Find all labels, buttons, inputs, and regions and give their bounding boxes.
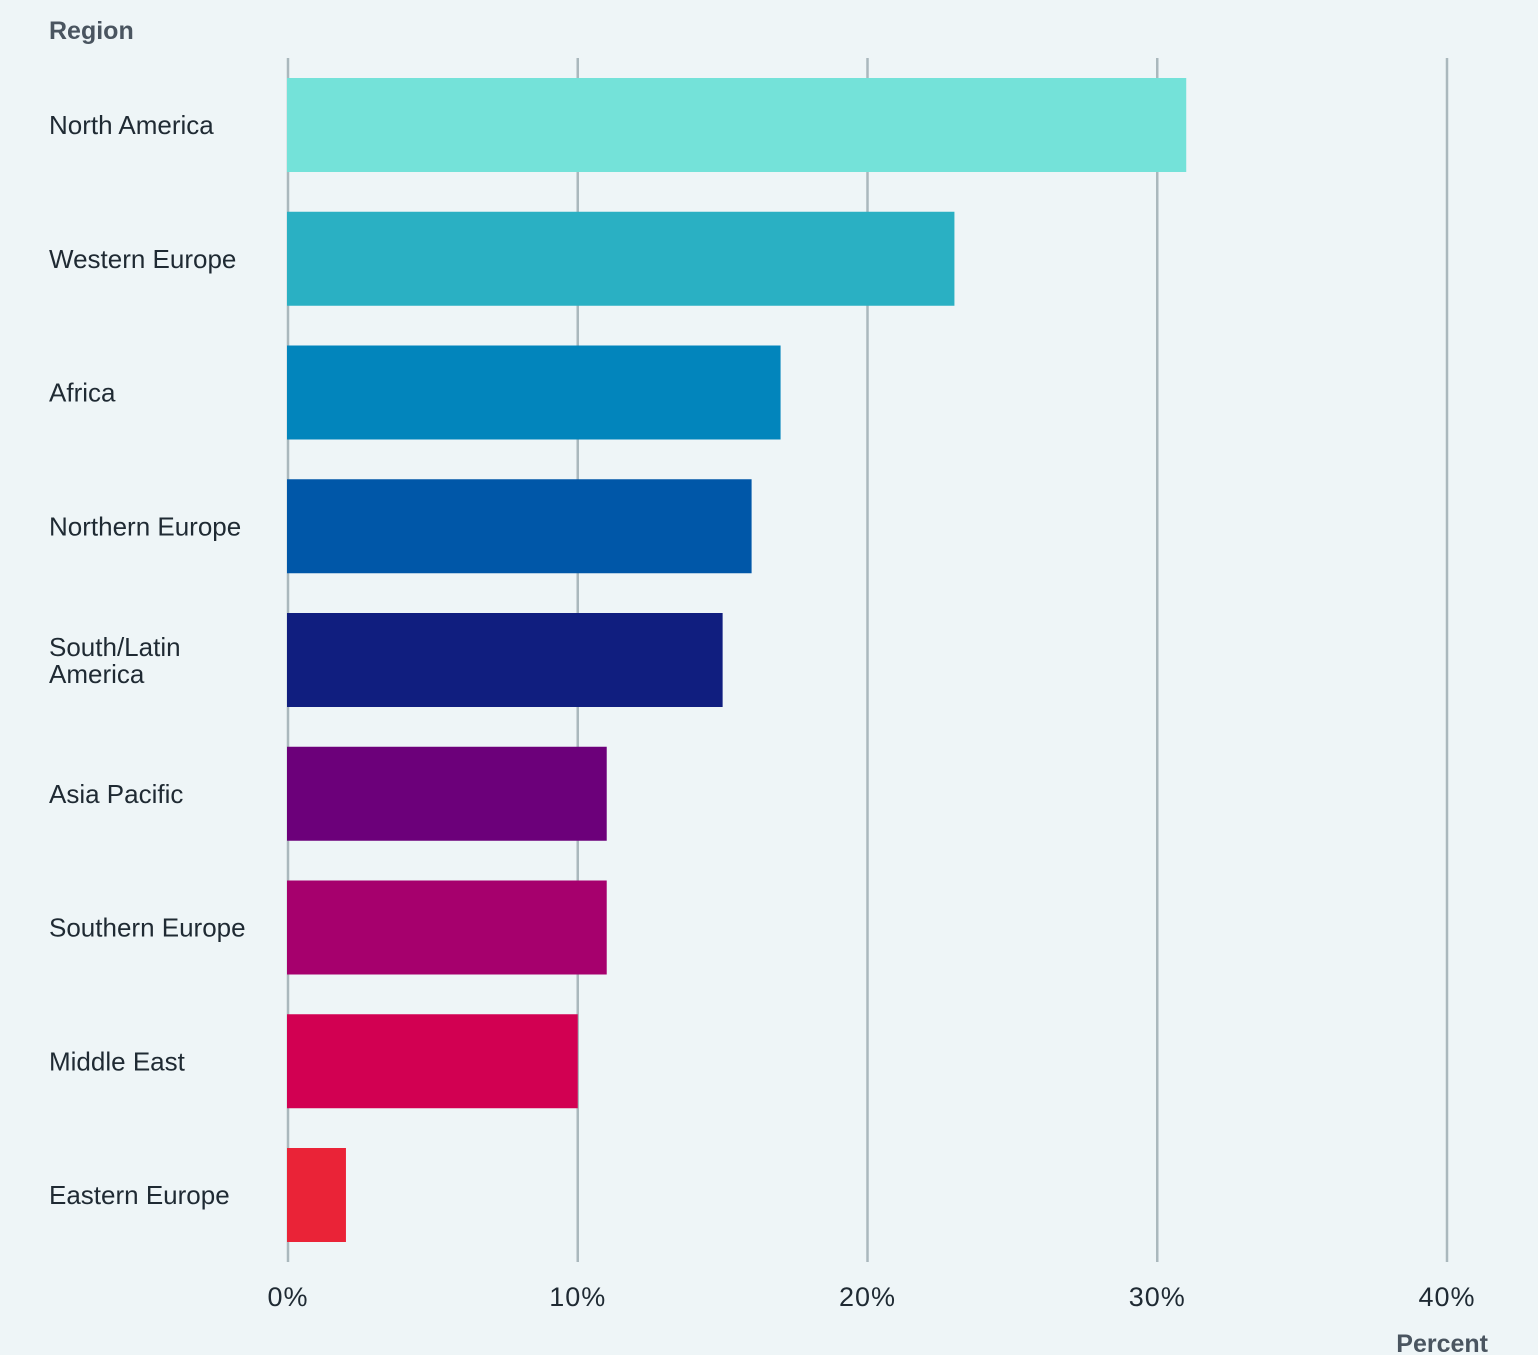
category-label: South/Latin America xyxy=(49,632,181,689)
category-label: Asia Pacific xyxy=(49,779,183,809)
category-label: North America xyxy=(49,110,214,140)
category-labels: North America Western Europe Africa Norther… xyxy=(49,110,246,1210)
category-label: Africa xyxy=(49,378,116,408)
category-label: Southern Europe xyxy=(49,913,246,943)
x-axis-title: Percent xyxy=(1396,1330,1488,1355)
category-label: Northern Europe xyxy=(49,511,241,541)
bar-southern-europe xyxy=(287,880,607,975)
bar-africa xyxy=(287,345,781,440)
bar-eastern-europe xyxy=(287,1148,346,1242)
category-label: Western Europe xyxy=(49,244,236,274)
category-label: Middle East xyxy=(49,1046,186,1076)
bar-northern-europe xyxy=(287,479,752,574)
category-label: Eastern Europe xyxy=(49,1180,230,1210)
x-tick-label: 30% xyxy=(1129,1282,1186,1312)
bars xyxy=(287,78,1187,1242)
x-tick-label: 0% xyxy=(267,1282,308,1312)
bar-middle-east xyxy=(287,1014,578,1109)
bar-asia-pacific xyxy=(287,746,607,841)
x-tick-label: 20% xyxy=(839,1282,896,1312)
bar-south-latin-america xyxy=(287,613,723,707)
x-tick-labels: 0% 10% 20% 30% 40% xyxy=(267,1282,1475,1312)
x-tick-label: 40% xyxy=(1418,1282,1475,1312)
bar-western-europe xyxy=(287,211,955,306)
x-tick-label: 10% xyxy=(549,1282,606,1312)
y-axis-title: Region xyxy=(49,17,134,45)
bar-north-america xyxy=(287,78,1187,172)
